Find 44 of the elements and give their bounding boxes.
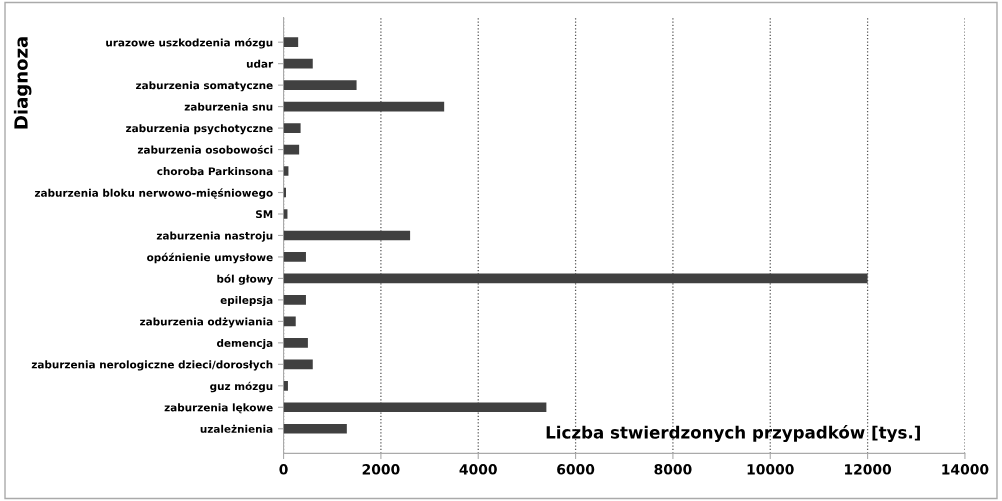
x-tick-label: 6000 bbox=[557, 464, 595, 475]
x-tick-label: 12000 bbox=[845, 464, 892, 475]
bar bbox=[283, 380, 288, 391]
x-tick-label: 8000 bbox=[654, 464, 692, 475]
y-tick-label: choroba Parkinsona bbox=[157, 167, 273, 176]
bar bbox=[283, 423, 347, 434]
y-tick-label: zaburzenia nerologiczne dzieci/dorosłych bbox=[31, 360, 273, 371]
bar bbox=[283, 37, 299, 48]
bar bbox=[283, 101, 445, 112]
y-tick-label: epilepsja bbox=[220, 295, 273, 307]
y-tick-label: zaburzenia nastroju bbox=[156, 231, 273, 242]
y-tick-label: zaburzenia snu bbox=[184, 102, 273, 111]
bar bbox=[283, 273, 868, 284]
x-tick-label: 2000 bbox=[362, 464, 400, 475]
bar bbox=[283, 58, 313, 69]
y-tick-label: zaburzenia psychotyczne bbox=[126, 124, 273, 135]
y-tick-label: zaburzenia somatyczne bbox=[136, 81, 273, 92]
bar bbox=[283, 402, 547, 413]
bar bbox=[283, 230, 411, 241]
bar bbox=[283, 338, 308, 348]
y-tick-label: zaburzenia bloku nerwowo-mięśniowego bbox=[34, 188, 273, 199]
y-tick-label: opóźnienie umysłowe bbox=[147, 252, 273, 264]
y-tick-label: uzależnienia bbox=[200, 424, 273, 433]
y-tick-label: urazowe uszkodzenia mózgu bbox=[106, 38, 273, 49]
x-axis-title: Liczba stwierdzonych przypadków [tys.] bbox=[546, 425, 920, 442]
y-tick-label: zaburzenia osobowości bbox=[137, 145, 273, 154]
y-tick-label: udar bbox=[246, 59, 274, 68]
x-tick-label: 10000 bbox=[747, 464, 794, 475]
bar bbox=[283, 80, 357, 90]
bar bbox=[283, 252, 306, 262]
y-tick-label: guz mózgu bbox=[210, 381, 273, 393]
bar bbox=[283, 316, 296, 327]
bar bbox=[283, 295, 306, 305]
x-tick-label: 0 bbox=[279, 464, 288, 475]
y-axis-title: Diagnoza bbox=[13, 37, 32, 129]
x-tick-label: 4000 bbox=[459, 464, 497, 475]
bar bbox=[283, 359, 313, 370]
y-tick-label: zaburzenia lękowe bbox=[164, 403, 273, 414]
x-tick-label: 14000 bbox=[942, 464, 989, 475]
y-tick-label: ból głowy bbox=[217, 274, 273, 285]
y-tick-label: zaburzenia odżywiania bbox=[140, 317, 273, 328]
y-tick-label: demencja bbox=[216, 338, 273, 350]
y-tick-label: SM bbox=[256, 210, 273, 219]
bar bbox=[283, 123, 301, 133]
